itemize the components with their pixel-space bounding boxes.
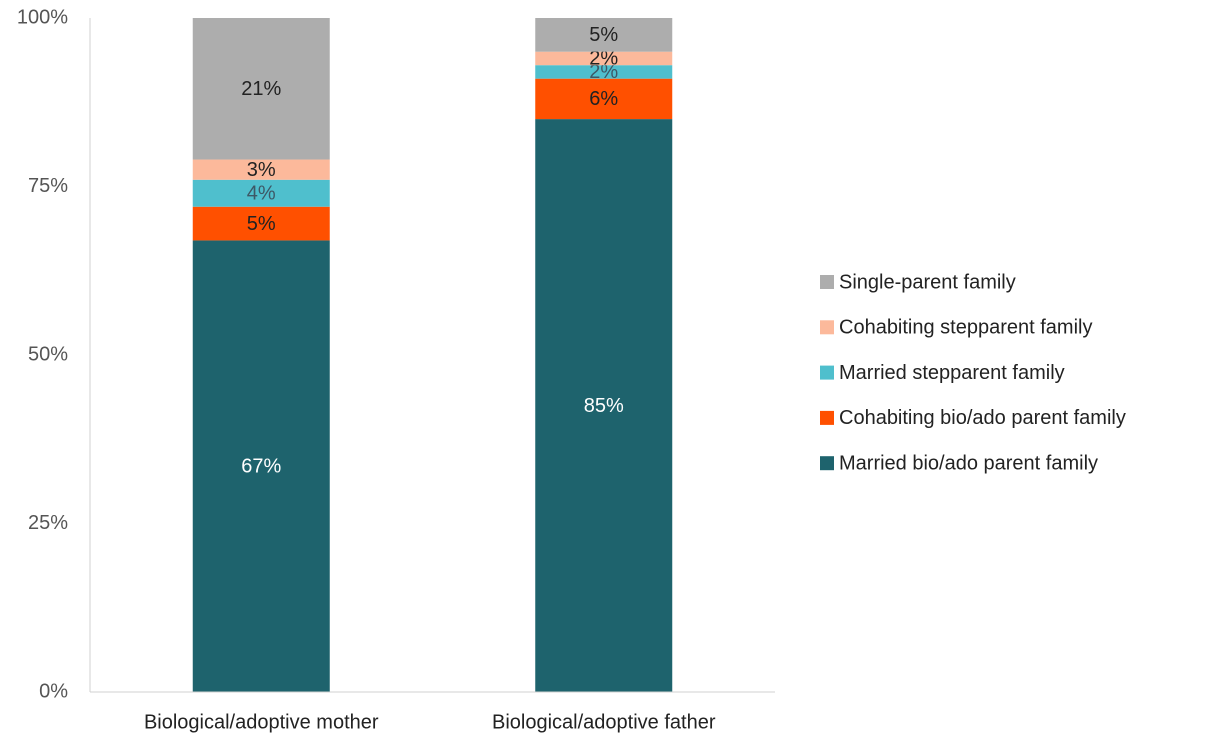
legend-label: Cohabiting bio/ado parent family [839,407,1126,429]
data-label: 67% [241,455,281,477]
data-label: 85% [584,395,624,417]
data-label: 5% [247,213,276,235]
data-label: 3% [247,159,276,181]
legend-swatch [820,456,834,471]
legend-swatch [820,275,834,289]
bar-segment [535,65,673,79]
bar-segment [192,159,330,180]
bar-segment [535,18,673,52]
bar-segment [192,240,330,693]
x-tick-label: Biological/adoptive mother [144,711,379,733]
y-tick-label: 100% [17,6,68,28]
y-tick-label: 25% [28,512,68,534]
legend-label: Married stepparent family [839,362,1065,384]
legend-label: Cohabiting stepparent family [839,317,1092,339]
y-tick-label: 50% [28,343,68,365]
bar-segment [192,179,330,207]
data-label: 5% [589,24,618,46]
bar-segment [535,51,673,66]
y-tick-label: 0% [39,680,68,702]
bar-segment [535,78,673,120]
bar-segment [535,119,673,693]
bar-segment [192,18,330,160]
legend-swatch [820,410,834,425]
legend-label: Married bio/ado parent family [839,452,1098,474]
bar-segment [192,206,330,241]
y-tick-label: 75% [28,175,68,197]
data-label: 2% [589,48,618,70]
x-tick-label: Biological/adoptive father [492,711,716,733]
legend-swatch [820,365,834,380]
legend-label: Single-parent family [839,271,1016,293]
data-label: 21% [241,78,281,100]
data-label: 2% [589,61,618,83]
data-label: 4% [247,183,276,205]
legend-swatch [820,320,834,335]
data-label: 6% [589,88,618,110]
